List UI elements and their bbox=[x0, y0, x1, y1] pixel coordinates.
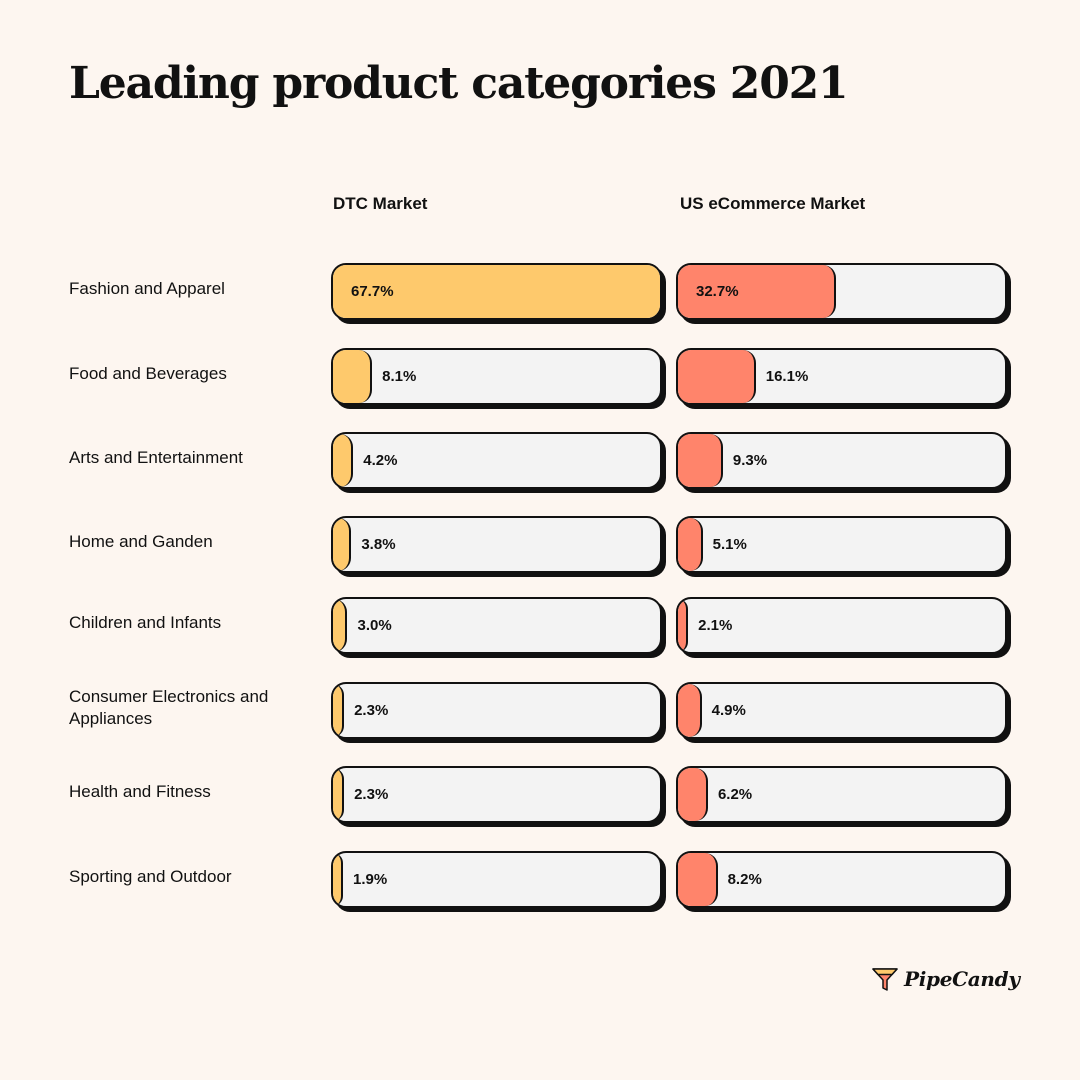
bar-fill bbox=[678, 518, 703, 571]
row-label: Sporting and Outdoor bbox=[69, 867, 232, 886]
bar-dtc: 67.7% bbox=[331, 263, 666, 324]
bar-track: 4.2% bbox=[331, 432, 662, 489]
bar-track: 5.1% bbox=[676, 516, 1007, 573]
bar-fill bbox=[678, 599, 689, 652]
row-label: Consumer Electronics and Appliances bbox=[69, 687, 269, 728]
bar-value-label: 8.2% bbox=[727, 871, 762, 888]
bar-value-label: 6.2% bbox=[717, 786, 753, 803]
bar-track: 4.9% bbox=[676, 682, 1007, 739]
bar-track: 2.3% bbox=[331, 682, 662, 739]
bar-fill bbox=[333, 599, 348, 652]
bar-value-label: 67.7% bbox=[351, 283, 394, 300]
bar-us-ecommerce: 2.1% bbox=[676, 597, 1011, 658]
bar-fill bbox=[333, 684, 345, 737]
bar-dtc: 3.8% bbox=[331, 516, 666, 577]
bar-us-ecommerce: 6.2% bbox=[676, 766, 1011, 827]
bar-dtc: 4.2% bbox=[331, 432, 666, 493]
bar-fill bbox=[333, 768, 345, 821]
bar-value-label: 32.7% bbox=[696, 283, 739, 300]
bar-track: 3.8% bbox=[331, 516, 662, 573]
bar-fill bbox=[333, 853, 343, 906]
column-header-us-ecommerce: US eCommerce Market bbox=[680, 194, 866, 213]
row-label: Arts and Entertainment bbox=[69, 448, 243, 467]
pipecandy-logo: PipeCandy bbox=[872, 966, 1020, 992]
row-label: Food and Beverages bbox=[69, 364, 227, 383]
bar-fill bbox=[678, 265, 836, 318]
row-label: Health and Fitness bbox=[69, 782, 211, 801]
bar-dtc: 8.1% bbox=[331, 348, 666, 409]
bar-track: 3.0% bbox=[331, 597, 662, 654]
bar-value-label: 8.1% bbox=[382, 368, 417, 385]
bar-fill bbox=[678, 853, 718, 906]
bar-value-label: 2.3% bbox=[354, 702, 389, 719]
bar-fill bbox=[678, 350, 756, 403]
bar-track: 8.2% bbox=[676, 851, 1007, 908]
bar-us-ecommerce: 32.7% bbox=[676, 263, 1011, 324]
bar-value-label: 3.0% bbox=[357, 617, 392, 634]
bar-dtc: 2.3% bbox=[331, 766, 666, 827]
bar-value-label: 16.1% bbox=[765, 368, 809, 385]
bar-value-label: 1.9% bbox=[353, 871, 388, 888]
bar-value-label: 9.3% bbox=[732, 452, 768, 469]
bar-dtc: 3.0% bbox=[331, 597, 666, 658]
bar-value-label: 5.1% bbox=[712, 536, 747, 553]
bar-track: 1.9% bbox=[331, 851, 662, 908]
bar-fill bbox=[678, 768, 708, 821]
bar-track: 2.3% bbox=[331, 766, 662, 823]
chart-title: Leading product categories 2021 bbox=[69, 58, 849, 109]
row-label: Home and Ganden bbox=[69, 532, 213, 551]
candy-funnel-icon bbox=[872, 968, 898, 991]
bar-track: 8.1% bbox=[331, 348, 662, 405]
bar-fill bbox=[333, 518, 352, 571]
bar-fill bbox=[333, 434, 354, 487]
bar-us-ecommerce: 16.1% bbox=[676, 348, 1011, 409]
bar-dtc: 2.3% bbox=[331, 682, 666, 743]
bar-us-ecommerce: 9.3% bbox=[676, 432, 1011, 493]
bar-us-ecommerce: 8.2% bbox=[676, 851, 1011, 912]
bar-dtc: 1.9% bbox=[331, 851, 666, 912]
bar-fill bbox=[333, 265, 660, 318]
bar-us-ecommerce: 4.9% bbox=[676, 682, 1011, 743]
bar-value-label: 2.1% bbox=[698, 617, 733, 634]
bar-fill bbox=[333, 350, 373, 403]
bar-track: 6.2% bbox=[676, 766, 1007, 823]
row-label: Children and Infants bbox=[69, 613, 222, 632]
bar-value-label: 3.8% bbox=[361, 536, 396, 553]
bar-value-label: 4.2% bbox=[363, 452, 398, 469]
bar-track: 32.7% bbox=[676, 263, 1007, 320]
brand-name: PipeCandy bbox=[904, 967, 1020, 991]
bar-fill bbox=[678, 434, 723, 487]
bar-track: 16.1% bbox=[676, 348, 1007, 405]
column-header-dtc: DTC Market bbox=[333, 194, 428, 213]
bar-track: 2.1% bbox=[676, 597, 1007, 654]
bar-track: 9.3% bbox=[676, 432, 1007, 489]
bar-value-label: 2.3% bbox=[354, 786, 389, 803]
row-label: Fashion and Apparel bbox=[69, 279, 225, 298]
bar-track: 67.7% bbox=[331, 263, 662, 320]
bar-us-ecommerce: 5.1% bbox=[676, 516, 1011, 577]
bar-value-label: 4.9% bbox=[711, 702, 746, 719]
bar-fill bbox=[678, 684, 702, 737]
